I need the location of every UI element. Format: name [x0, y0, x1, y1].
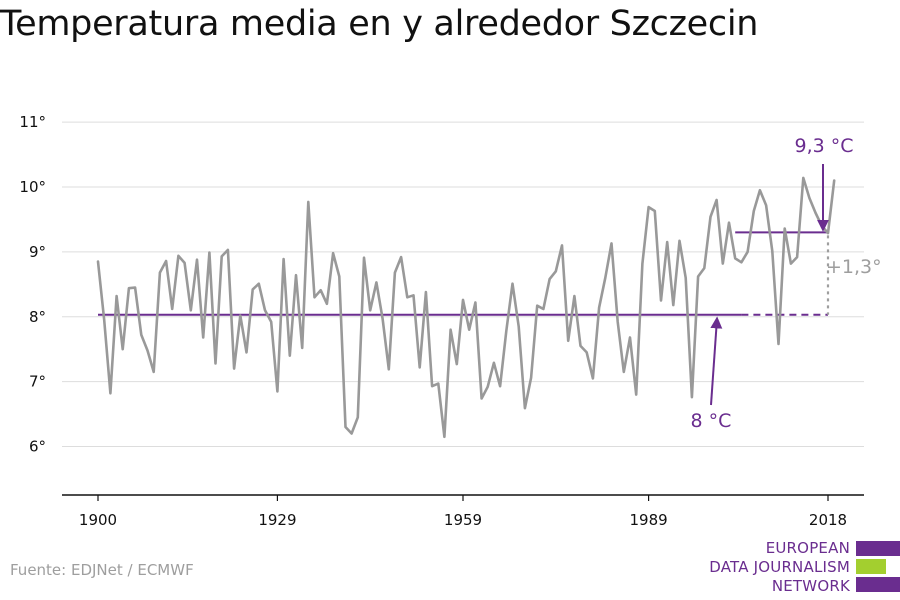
temperature-series	[96, 176, 836, 439]
source-credit: Fuente: EDJNet / ECMWF	[10, 561, 194, 579]
y-tick-label-9: 9°	[29, 243, 46, 261]
x-tick-label-1929: 1929	[258, 511, 296, 529]
y-tick-label-8: 8°	[29, 308, 46, 326]
logo-bar-middle	[856, 559, 900, 574]
x-tick-label-1959: 1959	[444, 511, 482, 529]
y-gridlines	[62, 121, 864, 447]
recent-mean-label: 9,3 °C	[794, 135, 853, 157]
baseline-mean-label: 8 °C	[691, 410, 732, 432]
baseline-mean-arrow	[710, 316, 723, 406]
y-axis-ticks: 6° 7° 8° 9° 10° 11°	[19, 113, 46, 455]
x-axis: 1900 1929 1959 1989 2018	[62, 494, 864, 529]
chart-title: Temperatura media en y alrededor Szczeci…	[0, 4, 759, 44]
y-tick-label-10: 10°	[19, 178, 46, 196]
logo-line-3: NETWORK	[771, 577, 850, 595]
y-tick-label-6: 6°	[29, 438, 46, 456]
edjnet-logo: EUROPEAN DATA JOURNALISM NETWORK	[700, 539, 900, 595]
annotations: +1,3° 9,3 °C 8 °C	[691, 135, 882, 432]
y-tick-label-7: 7°	[29, 373, 46, 391]
logo-line-2: DATA JOURNALISM	[709, 558, 850, 576]
x-tick-label-1900: 1900	[79, 511, 117, 529]
logo-bar-top	[856, 541, 900, 556]
logo-line-1: EUROPEAN	[765, 539, 850, 557]
temperature-line	[96, 176, 836, 439]
logo-bar-bottom	[856, 577, 900, 592]
logo-wordmark: EUROPEAN DATA JOURNALISM NETWORK	[709, 539, 850, 596]
y-tick-label-11: 11°	[19, 113, 46, 131]
x-tick-label-2018: 2018	[809, 511, 847, 529]
x-tick-label-1989: 1989	[629, 511, 667, 529]
difference-label: +1,3°	[826, 256, 882, 278]
